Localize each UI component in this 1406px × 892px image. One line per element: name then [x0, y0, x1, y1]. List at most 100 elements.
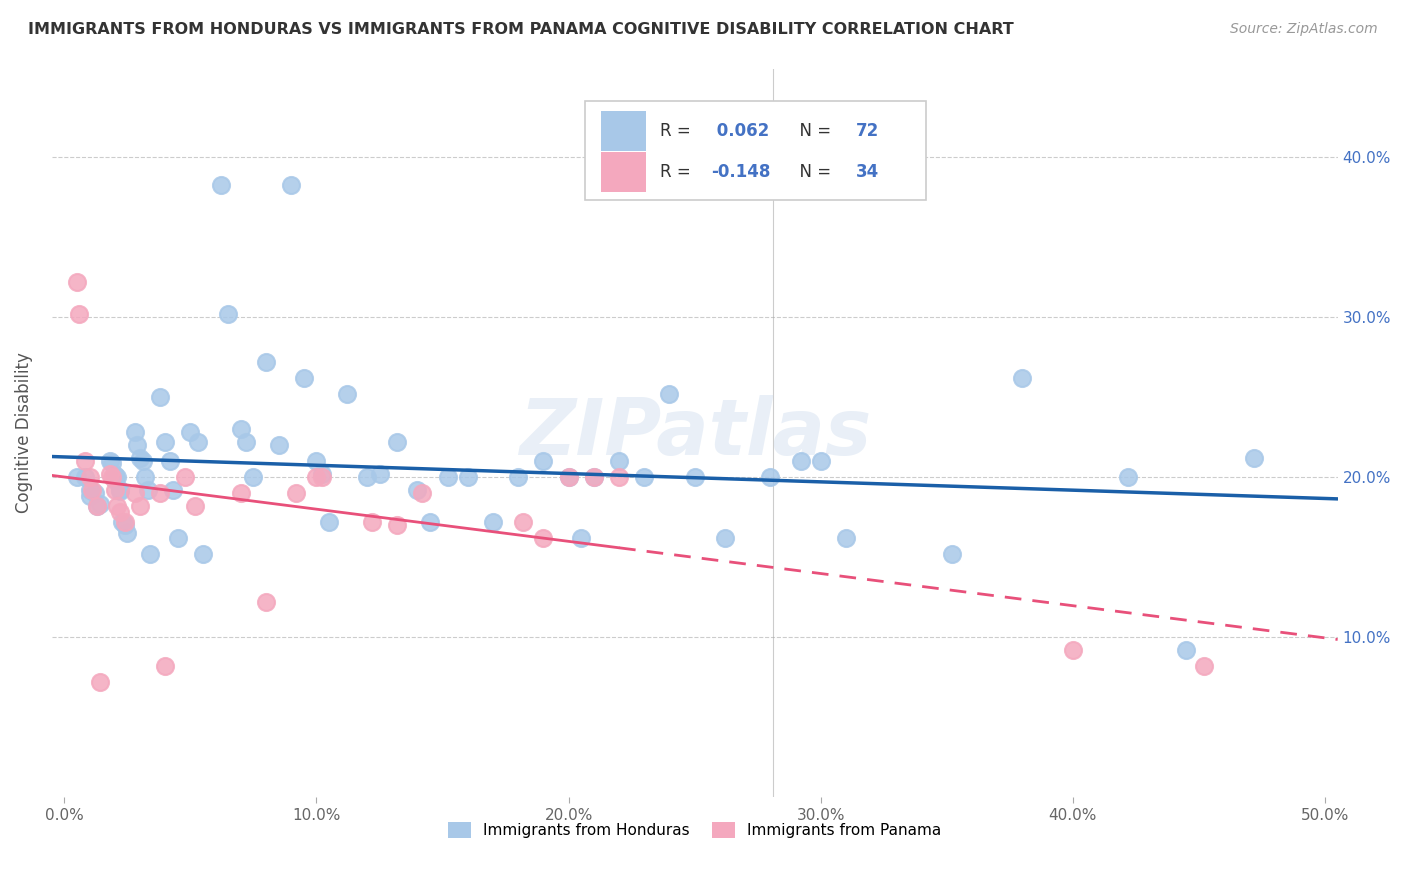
Point [714, 531, 737, 545]
Point [633, 470, 655, 484]
Point [368, 467, 391, 481]
Point [311, 467, 333, 481]
Point [104, 473, 127, 487]
Point [104, 468, 127, 483]
Point [305, 454, 328, 468]
Point [683, 470, 706, 484]
Point [117, 526, 139, 541]
Point [105, 499, 128, 513]
Point [254, 354, 277, 368]
Point [318, 515, 340, 529]
Point [569, 531, 592, 545]
Point [114, 518, 136, 533]
Point [184, 499, 207, 513]
Point [582, 470, 605, 484]
Text: ZIPatlas: ZIPatlas [519, 395, 870, 471]
Point [86, 499, 108, 513]
Point [607, 454, 630, 468]
Point [98, 454, 121, 468]
Y-axis label: Cognitive Disability: Cognitive Disability [15, 352, 32, 514]
Point [101, 456, 124, 470]
Point [229, 422, 252, 436]
Point [531, 454, 554, 468]
Point [508, 470, 530, 484]
Point [187, 434, 209, 449]
Point [134, 470, 156, 484]
Point [305, 470, 328, 484]
Point [162, 483, 184, 497]
Point [607, 470, 630, 484]
Point [80, 483, 103, 497]
Point [136, 483, 159, 497]
Point [79, 489, 101, 503]
Point [361, 515, 384, 529]
Point [1243, 450, 1265, 465]
Point [114, 515, 136, 529]
Point [436, 470, 458, 484]
Point [557, 470, 579, 484]
FancyBboxPatch shape [585, 102, 927, 200]
Point [191, 547, 214, 561]
Point [941, 547, 963, 561]
Point [235, 434, 257, 449]
Point [285, 486, 308, 500]
Text: Source: ZipAtlas.com: Source: ZipAtlas.com [1230, 22, 1378, 37]
Point [1011, 370, 1033, 384]
Point [79, 483, 101, 497]
Point [108, 484, 131, 499]
Point [73, 470, 96, 484]
Point [292, 370, 315, 384]
Point [1118, 470, 1140, 484]
Text: IMMIGRANTS FROM HONDURAS VS IMMIGRANTS FROM PANAMA COGNITIVE DISABILITY CORRELAT: IMMIGRANTS FROM HONDURAS VS IMMIGRANTS F… [28, 22, 1014, 37]
Point [98, 467, 121, 481]
Point [131, 454, 153, 468]
Point [356, 470, 378, 484]
Point [155, 434, 177, 449]
Point [385, 434, 408, 449]
Point [166, 531, 188, 545]
Point [108, 483, 131, 497]
Point [73, 454, 96, 468]
Point [101, 470, 124, 484]
Bar [600, 111, 645, 151]
Point [385, 518, 408, 533]
Point [108, 505, 131, 519]
Point [419, 515, 441, 529]
Text: R =: R = [659, 163, 696, 181]
Point [557, 470, 579, 484]
Point [531, 531, 554, 545]
Point [457, 470, 479, 484]
Point [1062, 643, 1084, 657]
Point [89, 497, 111, 511]
Point [229, 486, 252, 500]
Text: 72: 72 [855, 122, 879, 140]
Point [406, 483, 429, 497]
Point [105, 470, 128, 484]
Point [127, 438, 149, 452]
Point [209, 178, 232, 193]
Point [83, 486, 105, 500]
Point [311, 470, 333, 484]
Point [111, 515, 134, 529]
Point [789, 454, 811, 468]
Point [1175, 643, 1198, 657]
Text: N =: N = [789, 163, 837, 181]
Text: -0.148: -0.148 [711, 163, 770, 181]
Point [124, 486, 146, 500]
Point [280, 178, 302, 193]
Bar [600, 153, 645, 192]
Point [89, 675, 111, 690]
Point [155, 659, 177, 673]
Text: 0.062: 0.062 [711, 122, 769, 140]
Text: N =: N = [789, 122, 837, 140]
Point [267, 438, 290, 452]
Point [512, 515, 534, 529]
Point [254, 595, 277, 609]
Legend: Immigrants from Honduras, Immigrants from Panama: Immigrants from Honduras, Immigrants fro… [441, 816, 948, 845]
Point [104, 483, 127, 497]
Point [86, 499, 108, 513]
Point [217, 307, 239, 321]
Point [582, 470, 605, 484]
Point [174, 470, 197, 484]
Point [482, 515, 505, 529]
